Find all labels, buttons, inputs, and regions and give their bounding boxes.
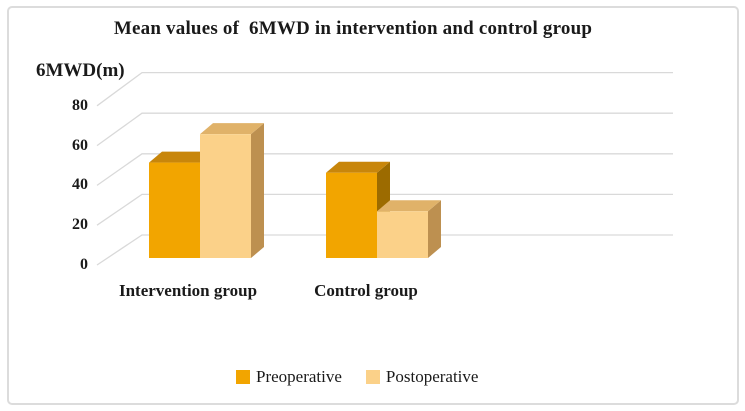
gridline-40 — [96, 153, 673, 186]
y-tick-label-20: 20 — [72, 216, 88, 234]
legend: Preoperative Postoperative — [236, 367, 478, 387]
gridline-80 — [96, 71, 673, 107]
y-tick-label-40: 40 — [72, 176, 88, 194]
bar-postoperative-intervention-group-top — [200, 123, 264, 135]
gridline-60 — [96, 112, 673, 147]
legend-swatch-preoperative — [236, 370, 250, 384]
bar-postoperative-control-group-top — [377, 200, 441, 212]
y-tick-label-0: 0 — [80, 256, 88, 273]
bar-preoperative-control-group-top — [326, 161, 390, 173]
category-label-control-group: Control group — [314, 281, 418, 300]
bar-postoperative-control-group-front — [377, 211, 428, 258]
bar-preoperative-intervention-group-top — [149, 151, 213, 163]
y-axis-title: 6MWD(m) — [36, 60, 125, 81]
bar-postoperative-intervention-group-side — [251, 123, 264, 258]
legend-item-preoperative: Preoperative — [236, 367, 342, 387]
category-label-intervention-group: Intervention group — [118, 281, 258, 300]
bar-postoperative-control-group-side — [428, 200, 441, 258]
gridline-20 — [96, 193, 673, 226]
y-tick-label-60: 60 — [72, 136, 88, 154]
legend-label-postoperative: Postoperative — [385, 367, 479, 386]
gridline-0 — [96, 234, 673, 266]
legend-label-preoperative: Preoperative — [256, 367, 342, 386]
y-tick-label-80: 80 — [72, 96, 88, 114]
bar-postoperative-intervention-group-front — [200, 134, 251, 258]
legend-item-postoperative: Postoperative — [365, 367, 479, 387]
chart-title: Mean values of 6MWD in intervention and … — [113, 18, 593, 39]
legend-swatch-postoperative — [365, 370, 380, 384]
bar-preoperative-control-group-front — [326, 172, 377, 258]
bar-preoperative-intervention-group-front — [149, 162, 200, 258]
